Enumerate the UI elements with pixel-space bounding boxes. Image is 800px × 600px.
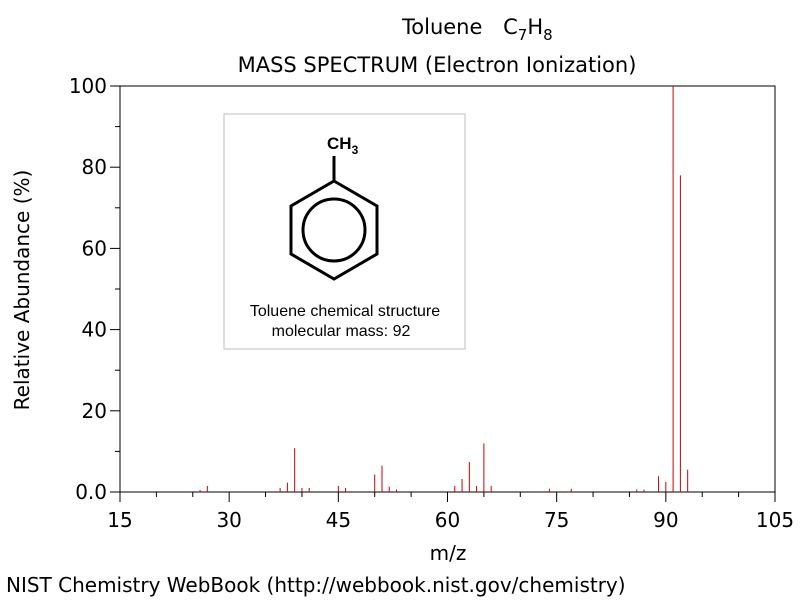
x-tick-label: 75 [544,508,569,532]
x-tick-label: 90 [653,508,678,532]
formula-sub-7: 7 [518,26,528,44]
y-tick-label: 60 [82,236,107,260]
compound-title: Toluene C7H8 [401,15,553,44]
formula-h: H [527,15,543,39]
formula-c: C [503,15,518,39]
inset-caption-line1: Toluene chemical structure [250,303,440,320]
compound-name: Toluene [401,15,482,39]
spectrum-peaks [199,86,689,492]
methyl-group-label: CH3 [327,134,359,157]
structure-inset: CH3 Toluene chemical structure molecular… [223,113,466,350]
y-axis-ticks: 0.0 20 40 60 80 100 [69,74,120,504]
x-axis-label: m/z [430,541,467,565]
chart-subtitle: MASS SPECTRUM (Electron Ionization) [238,53,637,77]
ch-text: CH [327,134,352,153]
x-tick-label: 15 [107,508,132,532]
x-tick-label: 45 [326,508,351,532]
y-tick-label: 40 [82,318,107,342]
source-credit: NIST Chemistry WebBook (http://webbook.n… [6,573,626,597]
formula-sub-8: 8 [543,26,553,44]
ch-sub-3: 3 [352,143,359,157]
y-tick-label: 0.0 [75,480,107,504]
inset-caption-line2: molecular mass: 92 [272,323,411,340]
y-tick-label: 100 [69,74,107,98]
x-axis-ticks: 15 30 45 60 75 90 105 [107,492,794,532]
toluene-structure-icon [289,156,379,281]
inset-frame [223,113,466,350]
y-tick-label: 80 [82,155,107,179]
y-tick-label: 20 [82,399,107,423]
y-axis-label: Relative Abundance (%) [10,170,34,411]
x-tick-label: 30 [216,508,241,532]
x-tick-label: 60 [435,508,460,532]
x-tick-label: 105 [756,508,794,532]
